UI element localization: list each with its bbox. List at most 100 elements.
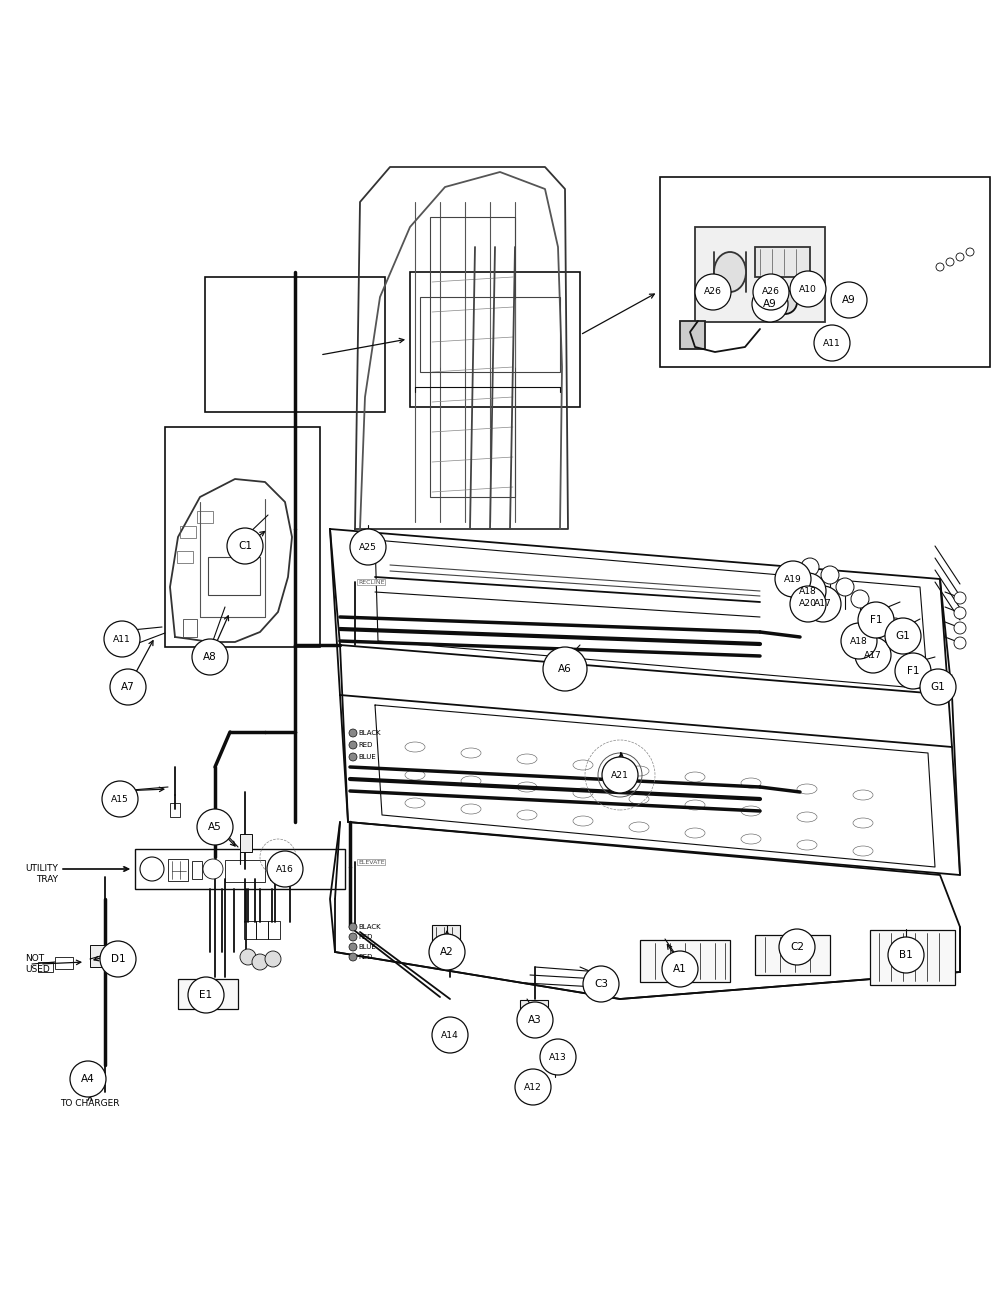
Text: A15: A15	[111, 795, 129, 804]
Text: F1: F1	[870, 615, 882, 625]
Circle shape	[252, 954, 268, 970]
Text: BLUE: BLUE	[358, 754, 376, 760]
Text: A18: A18	[850, 637, 868, 646]
Text: UTILITY
TRAY: UTILITY TRAY	[25, 864, 58, 884]
Circle shape	[954, 591, 966, 604]
Text: TO CHARGER: TO CHARGER	[60, 1099, 120, 1108]
Circle shape	[775, 562, 811, 597]
Text: G1: G1	[896, 631, 910, 641]
Text: A26: A26	[762, 287, 780, 296]
Circle shape	[188, 977, 224, 1013]
Bar	[355, 537, 381, 555]
Bar	[270, 862, 292, 880]
Bar	[225, 861, 265, 883]
Text: NOT
USED: NOT USED	[25, 954, 50, 973]
Circle shape	[72, 1062, 104, 1095]
Circle shape	[753, 274, 789, 311]
Text: B1: B1	[899, 950, 913, 960]
Bar	[870, 930, 955, 985]
Circle shape	[267, 851, 303, 886]
Ellipse shape	[714, 252, 746, 292]
Text: A17: A17	[814, 599, 832, 608]
Circle shape	[540, 1039, 576, 1075]
Bar	[205, 277, 385, 411]
Circle shape	[920, 669, 956, 705]
Text: A21: A21	[611, 770, 629, 779]
Bar	[170, 804, 180, 817]
Text: A3: A3	[528, 1014, 542, 1025]
Circle shape	[349, 729, 357, 738]
Text: C3: C3	[594, 980, 608, 989]
Circle shape	[841, 622, 877, 659]
Text: C2: C2	[790, 942, 804, 952]
Bar	[256, 921, 268, 939]
Bar	[755, 247, 810, 277]
Circle shape	[197, 809, 233, 845]
Circle shape	[831, 282, 867, 318]
Text: A16: A16	[276, 864, 294, 873]
Text: A11: A11	[113, 634, 131, 643]
Text: A10: A10	[799, 285, 817, 294]
Circle shape	[517, 1002, 553, 1038]
Circle shape	[956, 254, 964, 261]
Bar	[695, 226, 825, 322]
Circle shape	[885, 619, 921, 653]
Text: A13: A13	[549, 1052, 567, 1061]
Circle shape	[866, 603, 884, 621]
Bar	[165, 427, 320, 647]
Text: F1: F1	[907, 666, 919, 675]
Bar	[660, 177, 990, 367]
Text: BLACK: BLACK	[358, 924, 381, 930]
Text: A6: A6	[558, 664, 572, 674]
Bar	[432, 925, 460, 947]
Text: A5: A5	[208, 822, 222, 832]
Text: RED: RED	[358, 954, 372, 960]
Circle shape	[240, 949, 256, 965]
Circle shape	[662, 951, 698, 987]
Bar	[640, 939, 730, 982]
Circle shape	[583, 967, 619, 1002]
Text: RED: RED	[358, 741, 372, 748]
Circle shape	[203, 859, 223, 879]
Circle shape	[954, 607, 966, 619]
Text: BLACK: BLACK	[358, 730, 381, 736]
Circle shape	[858, 602, 894, 638]
Circle shape	[349, 741, 357, 749]
Circle shape	[349, 933, 357, 941]
Bar	[240, 835, 252, 851]
Circle shape	[695, 274, 731, 311]
Bar	[520, 1077, 546, 1095]
Circle shape	[515, 1069, 551, 1105]
Circle shape	[104, 621, 140, 657]
Bar	[680, 321, 705, 349]
Circle shape	[349, 952, 357, 961]
Circle shape	[110, 669, 146, 705]
Bar	[135, 849, 345, 889]
Circle shape	[349, 753, 357, 761]
Text: A18: A18	[799, 586, 817, 595]
Text: A12: A12	[524, 1083, 542, 1092]
Bar	[208, 556, 260, 595]
Circle shape	[349, 923, 357, 930]
Bar	[244, 921, 256, 939]
Circle shape	[779, 929, 815, 965]
Text: RED: RED	[358, 934, 372, 939]
Bar	[543, 1047, 567, 1065]
Circle shape	[790, 573, 826, 609]
Bar	[55, 958, 73, 969]
Circle shape	[936, 263, 944, 270]
Bar	[183, 619, 197, 637]
Circle shape	[350, 529, 386, 565]
Text: A1: A1	[673, 964, 687, 974]
Circle shape	[805, 586, 841, 622]
Text: ELEVATE: ELEVATE	[358, 859, 385, 864]
Text: A7: A7	[121, 682, 135, 692]
Text: C1: C1	[238, 541, 252, 551]
Circle shape	[140, 857, 164, 881]
Text: RECLINE: RECLINE	[358, 580, 384, 585]
Circle shape	[289, 859, 301, 871]
Circle shape	[790, 586, 826, 622]
Circle shape	[801, 558, 819, 576]
Circle shape	[432, 1017, 468, 1053]
Circle shape	[192, 639, 228, 675]
